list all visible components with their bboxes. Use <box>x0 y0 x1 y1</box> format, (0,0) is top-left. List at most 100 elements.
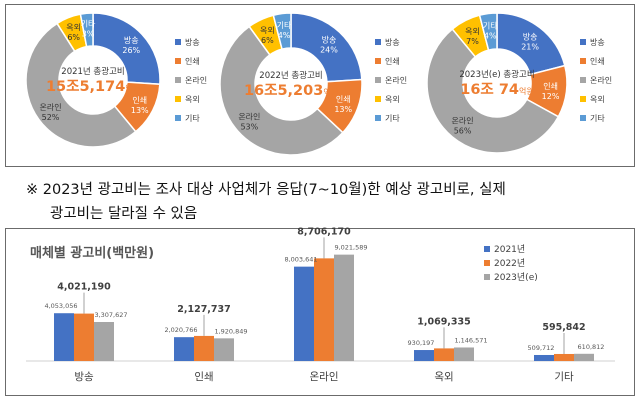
bar-3-5 <box>574 353 594 361</box>
donut-3-legend-swatch-1 <box>580 39 586 45</box>
donut-2-category-label-1: 방송 <box>322 35 337 45</box>
bar-1-4-data-label: 930,197 <box>408 339 435 347</box>
donut-2-legend-label-3: 온라인 <box>385 75 407 85</box>
donut-2-value-label-3: 53% <box>240 123 258 132</box>
donut-1-value-label-2: 13% <box>131 106 149 115</box>
bar-1-1 <box>54 313 74 361</box>
bar-category-label-2: 인쇄 <box>194 371 213 383</box>
donut-3-legend-label-2: 인쇄 <box>590 56 605 66</box>
donut-2-legend-swatch-2 <box>375 58 381 64</box>
donut-1-value-label-3: 52% <box>42 113 60 122</box>
donut-3-value-label-2: 12% <box>542 92 560 101</box>
bar-1-3-data-label: 8,003,641 <box>284 256 317 264</box>
donut-2-legend-swatch-4 <box>375 96 381 102</box>
donut-2-category-label-2: 인쇄 <box>336 94 351 104</box>
donut-1-category-label-2: 인쇄 <box>132 95 147 105</box>
donut-3-legend-label-4: 옥외 <box>590 94 605 104</box>
bar-1-2 <box>174 337 194 361</box>
bar-3-4-data-label: 1,146,571 <box>454 336 487 344</box>
donut-2-legend-swatch-3 <box>375 77 381 83</box>
donut-2-category-label-4: 옥외 <box>260 25 275 35</box>
bar-2-1-data-label: 4,021,190 <box>57 282 111 293</box>
bar-1-5-data-label: 509,712 <box>528 344 555 352</box>
bar-3-3-data-label: 9,021,589 <box>334 244 367 252</box>
donut-2-category-label-3: 온라인 <box>238 112 260 122</box>
donut-3-legend-label-1: 방송 <box>590 37 605 47</box>
donut-2-category-label-5: 기타 <box>277 21 292 30</box>
donut-2-legend-label-1: 방송 <box>385 37 400 47</box>
donut-1-center-label: 2021년 총광고비 <box>61 66 124 77</box>
donut-1-category-label-3: 온라인 <box>39 102 61 112</box>
bar-category-label-3: 온라인 <box>310 371 339 383</box>
bar-category-label-5: 기타 <box>554 371 574 383</box>
donut-2-legend-swatch-1 <box>375 39 381 45</box>
donut-3-legend-swatch-5 <box>580 115 586 121</box>
bar-2-2-data-label: 2,127,737 <box>177 304 231 315</box>
bar-category-label-4: 옥외 <box>434 371 453 383</box>
donut-2-center-label: 2022년 총광고비 <box>259 70 322 81</box>
donut-3-category-label-5: 기타 <box>483 21 498 30</box>
donut-1-legend-label-3: 온라인 <box>185 75 207 85</box>
donut-3-value-label-5: 4% <box>484 31 497 40</box>
donut-2-legend-swatch-5 <box>375 115 381 121</box>
donut-1-legend-label-4: 옥외 <box>185 94 200 104</box>
donut-1-legend-label-1: 방송 <box>185 37 200 47</box>
donut-3-legend-swatch-2 <box>580 58 586 64</box>
bar-2-3 <box>314 258 334 361</box>
bar-category-label-1: 방송 <box>74 371 94 383</box>
bar-chart-title: 매체별 광고비(백만원) <box>30 246 155 261</box>
bar-3-4 <box>454 347 474 361</box>
donut-1-legend-swatch-1 <box>175 39 181 45</box>
donut-3-legend-swatch-4 <box>580 96 586 102</box>
bar-1-3 <box>294 266 314 361</box>
bar-1-1-data-label: 4,053,056 <box>44 302 77 310</box>
bar-legend-label-3: 2023년(e) <box>494 272 538 283</box>
donut-3-center-value: 16조 74억원 <box>460 82 533 98</box>
donut-3-category-label-1: 방송 <box>523 31 538 41</box>
bar-3-2-data-label: 1,920,849 <box>214 327 247 335</box>
donut-3-slice-3 <box>426 28 560 154</box>
bar-2-3-data-label: 8,706,170 <box>297 226 351 237</box>
bar-3-2 <box>214 338 234 361</box>
bar-legend-swatch-3 <box>484 274 490 280</box>
donut-2-legend-label-5: 기타 <box>385 114 400 123</box>
bar-legend-swatch-2 <box>484 260 490 266</box>
bar-3-5-data-label: 610,812 <box>578 343 605 351</box>
bar-1-2-data-label: 2,020,766 <box>164 326 197 334</box>
donut-2-legend-label-2: 인쇄 <box>385 56 400 66</box>
bar-1-4 <box>414 350 434 361</box>
bar-legend-label-2: 2022년 <box>494 258 525 269</box>
donut-2-slice-1 <box>290 12 363 83</box>
bar-1-5 <box>534 354 554 361</box>
footnote-line-2: 광고비는 달라질 수 있음 <box>50 206 198 222</box>
donut-3-value-label-1: 21% <box>521 42 539 51</box>
donut-1-value-label-4: 6% <box>67 33 80 42</box>
donut-3-category-label-2: 인쇄 <box>543 81 558 91</box>
donut-3-legend-label-3: 온라인 <box>590 75 612 85</box>
donut-1-legend-swatch-2 <box>175 58 181 64</box>
donut-3-value-label-4: 7% <box>466 37 479 46</box>
donut-3-center-label: 2023년(e) 총광고비 <box>459 69 534 80</box>
donut-2-value-label-4: 6% <box>261 36 274 45</box>
donut-1-category-label-5: 기타 <box>81 20 96 29</box>
donut-3-category-label-3: 온라인 <box>452 116 474 126</box>
bar-2-1 <box>74 313 94 361</box>
donut-1-center-value: 15조5,174억원 <box>46 79 140 95</box>
donut-2-center-value: 16조5,203억원 <box>244 83 338 99</box>
bar-legend-label-1: 2021년 <box>494 244 525 255</box>
donut-2-slice-5 <box>272 12 292 51</box>
donut-3-slice-5 <box>478 12 498 51</box>
donut-1-category-label-4: 옥외 <box>66 22 81 32</box>
bar-3-1 <box>94 322 114 361</box>
donut-2-value-label-1: 24% <box>320 46 338 55</box>
donut-2-legend-label-4: 옥외 <box>385 94 400 104</box>
donut-3-category-label-4: 옥외 <box>465 26 480 36</box>
bar-2-4 <box>434 348 454 361</box>
bar-2-2 <box>194 335 214 361</box>
donut-1-slice-3 <box>25 22 137 148</box>
bar-3-3 <box>334 254 354 361</box>
donut-1-value-label-1: 26% <box>122 46 140 55</box>
donut-2-value-label-2: 13% <box>334 105 352 114</box>
bar-2-4-data-label: 1,069,335 <box>417 316 471 327</box>
